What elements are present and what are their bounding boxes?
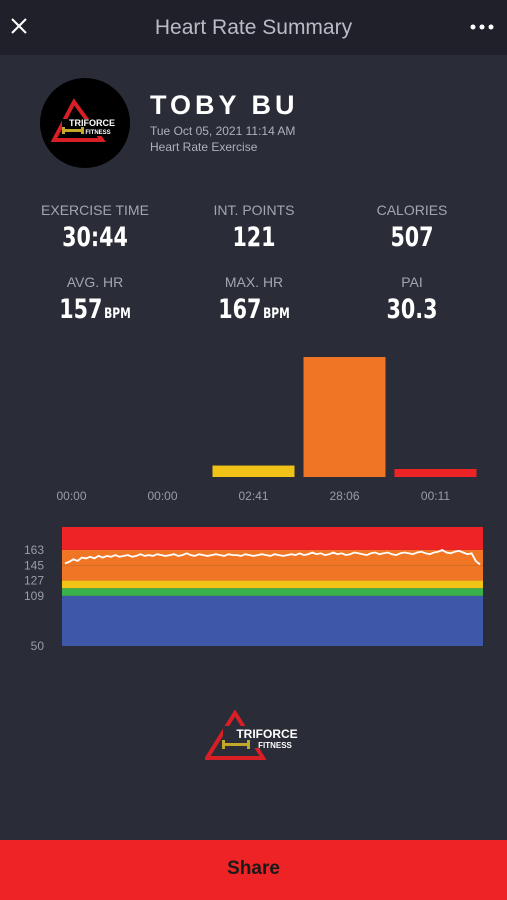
avatar-logo-bottom: FITNESS — [85, 130, 110, 136]
stat-exercise-time: EXERCISE TIME 30:44 — [15, 202, 175, 253]
stat-int-points: INT. POINTS 121 — [174, 202, 334, 253]
zone-bar — [212, 465, 295, 477]
stat-unit: BPM — [263, 306, 290, 322]
zone-bar-label: 02:41 — [238, 489, 268, 503]
top-bar: Heart Rate Summary — [0, 0, 507, 55]
user-name: TOBY BU — [150, 90, 299, 120]
stat-max-hr: MAX. HR 167 BPM — [174, 274, 334, 325]
stat-pai: PAI 30.3 — [332, 274, 492, 325]
hr-axis-label: 50 — [31, 639, 45, 653]
zone-bar-label: 00:00 — [56, 489, 86, 503]
stat-value: 30.3 — [386, 294, 438, 325]
avatar-logo-top: TRIFORCE — [69, 118, 115, 128]
stat-value: 507 — [390, 222, 434, 253]
avatar: TRIFORCE FITNESS — [40, 78, 130, 168]
stat-unit: BPM — [104, 306, 131, 322]
close-icon[interactable] — [8, 15, 30, 37]
stat-avg-hr: AVG. HR 157 BPM — [15, 274, 175, 325]
stat-label: INT. POINTS — [213, 202, 295, 218]
stat-value: 167 BPM — [218, 294, 290, 325]
hr-zone-band — [62, 527, 483, 550]
stat-value: 157 BPM — [59, 294, 131, 325]
stat-value: 30:44 — [62, 222, 128, 253]
hr-series-line — [64, 548, 481, 566]
hr-axis-label: 145 — [24, 558, 44, 572]
workout-datetime: Tue Oct 05, 2021 11:14 AM — [150, 124, 296, 138]
hr-zone-band — [62, 588, 483, 596]
zone-bar — [394, 469, 477, 477]
stat-label: MAX. HR — [224, 274, 284, 290]
zone-bar-label: 28:06 — [329, 489, 359, 503]
zone-bar-label: 00:11 — [421, 489, 450, 503]
triforce-fitness-logo: TRIFORCE FITNESS — [205, 710, 303, 760]
stat-calories: CALORIES 507 — [332, 202, 492, 253]
stat-label: EXERCISE TIME — [41, 202, 149, 218]
hr-axis-label: 127 — [24, 574, 44, 588]
share-button[interactable]: Share — [0, 840, 507, 900]
hr-axis-label: 109 — [24, 589, 44, 603]
stat-label: AVG. HR — [66, 274, 124, 290]
workout-type: Heart Rate Exercise — [150, 140, 258, 154]
footer-logo-top: TRIFORCE — [236, 727, 297, 741]
triforce-logo-icon: TRIFORCE FITNESS — [50, 98, 120, 142]
hr-zone-band — [62, 595, 483, 646]
more-options-icon[interactable] — [469, 16, 495, 38]
zone-bar-label: 00:00 — [147, 489, 177, 503]
hr-zone-band — [62, 565, 483, 581]
hr-axis-label: 163 — [24, 543, 44, 557]
zone-bar — [303, 357, 386, 477]
zone-time-bar-chart: 00:00 00:00 02:41 28:06 00:11 — [56, 357, 477, 503]
stat-value: 121 — [232, 222, 276, 253]
hr-zone-band — [62, 580, 483, 589]
stat-label: PAI — [401, 274, 423, 290]
stat-label: CALORIES — [376, 202, 448, 218]
footer-logo-bottom: FITNESS — [258, 741, 292, 750]
page-title: Heart Rate Summary — [154, 16, 353, 39]
